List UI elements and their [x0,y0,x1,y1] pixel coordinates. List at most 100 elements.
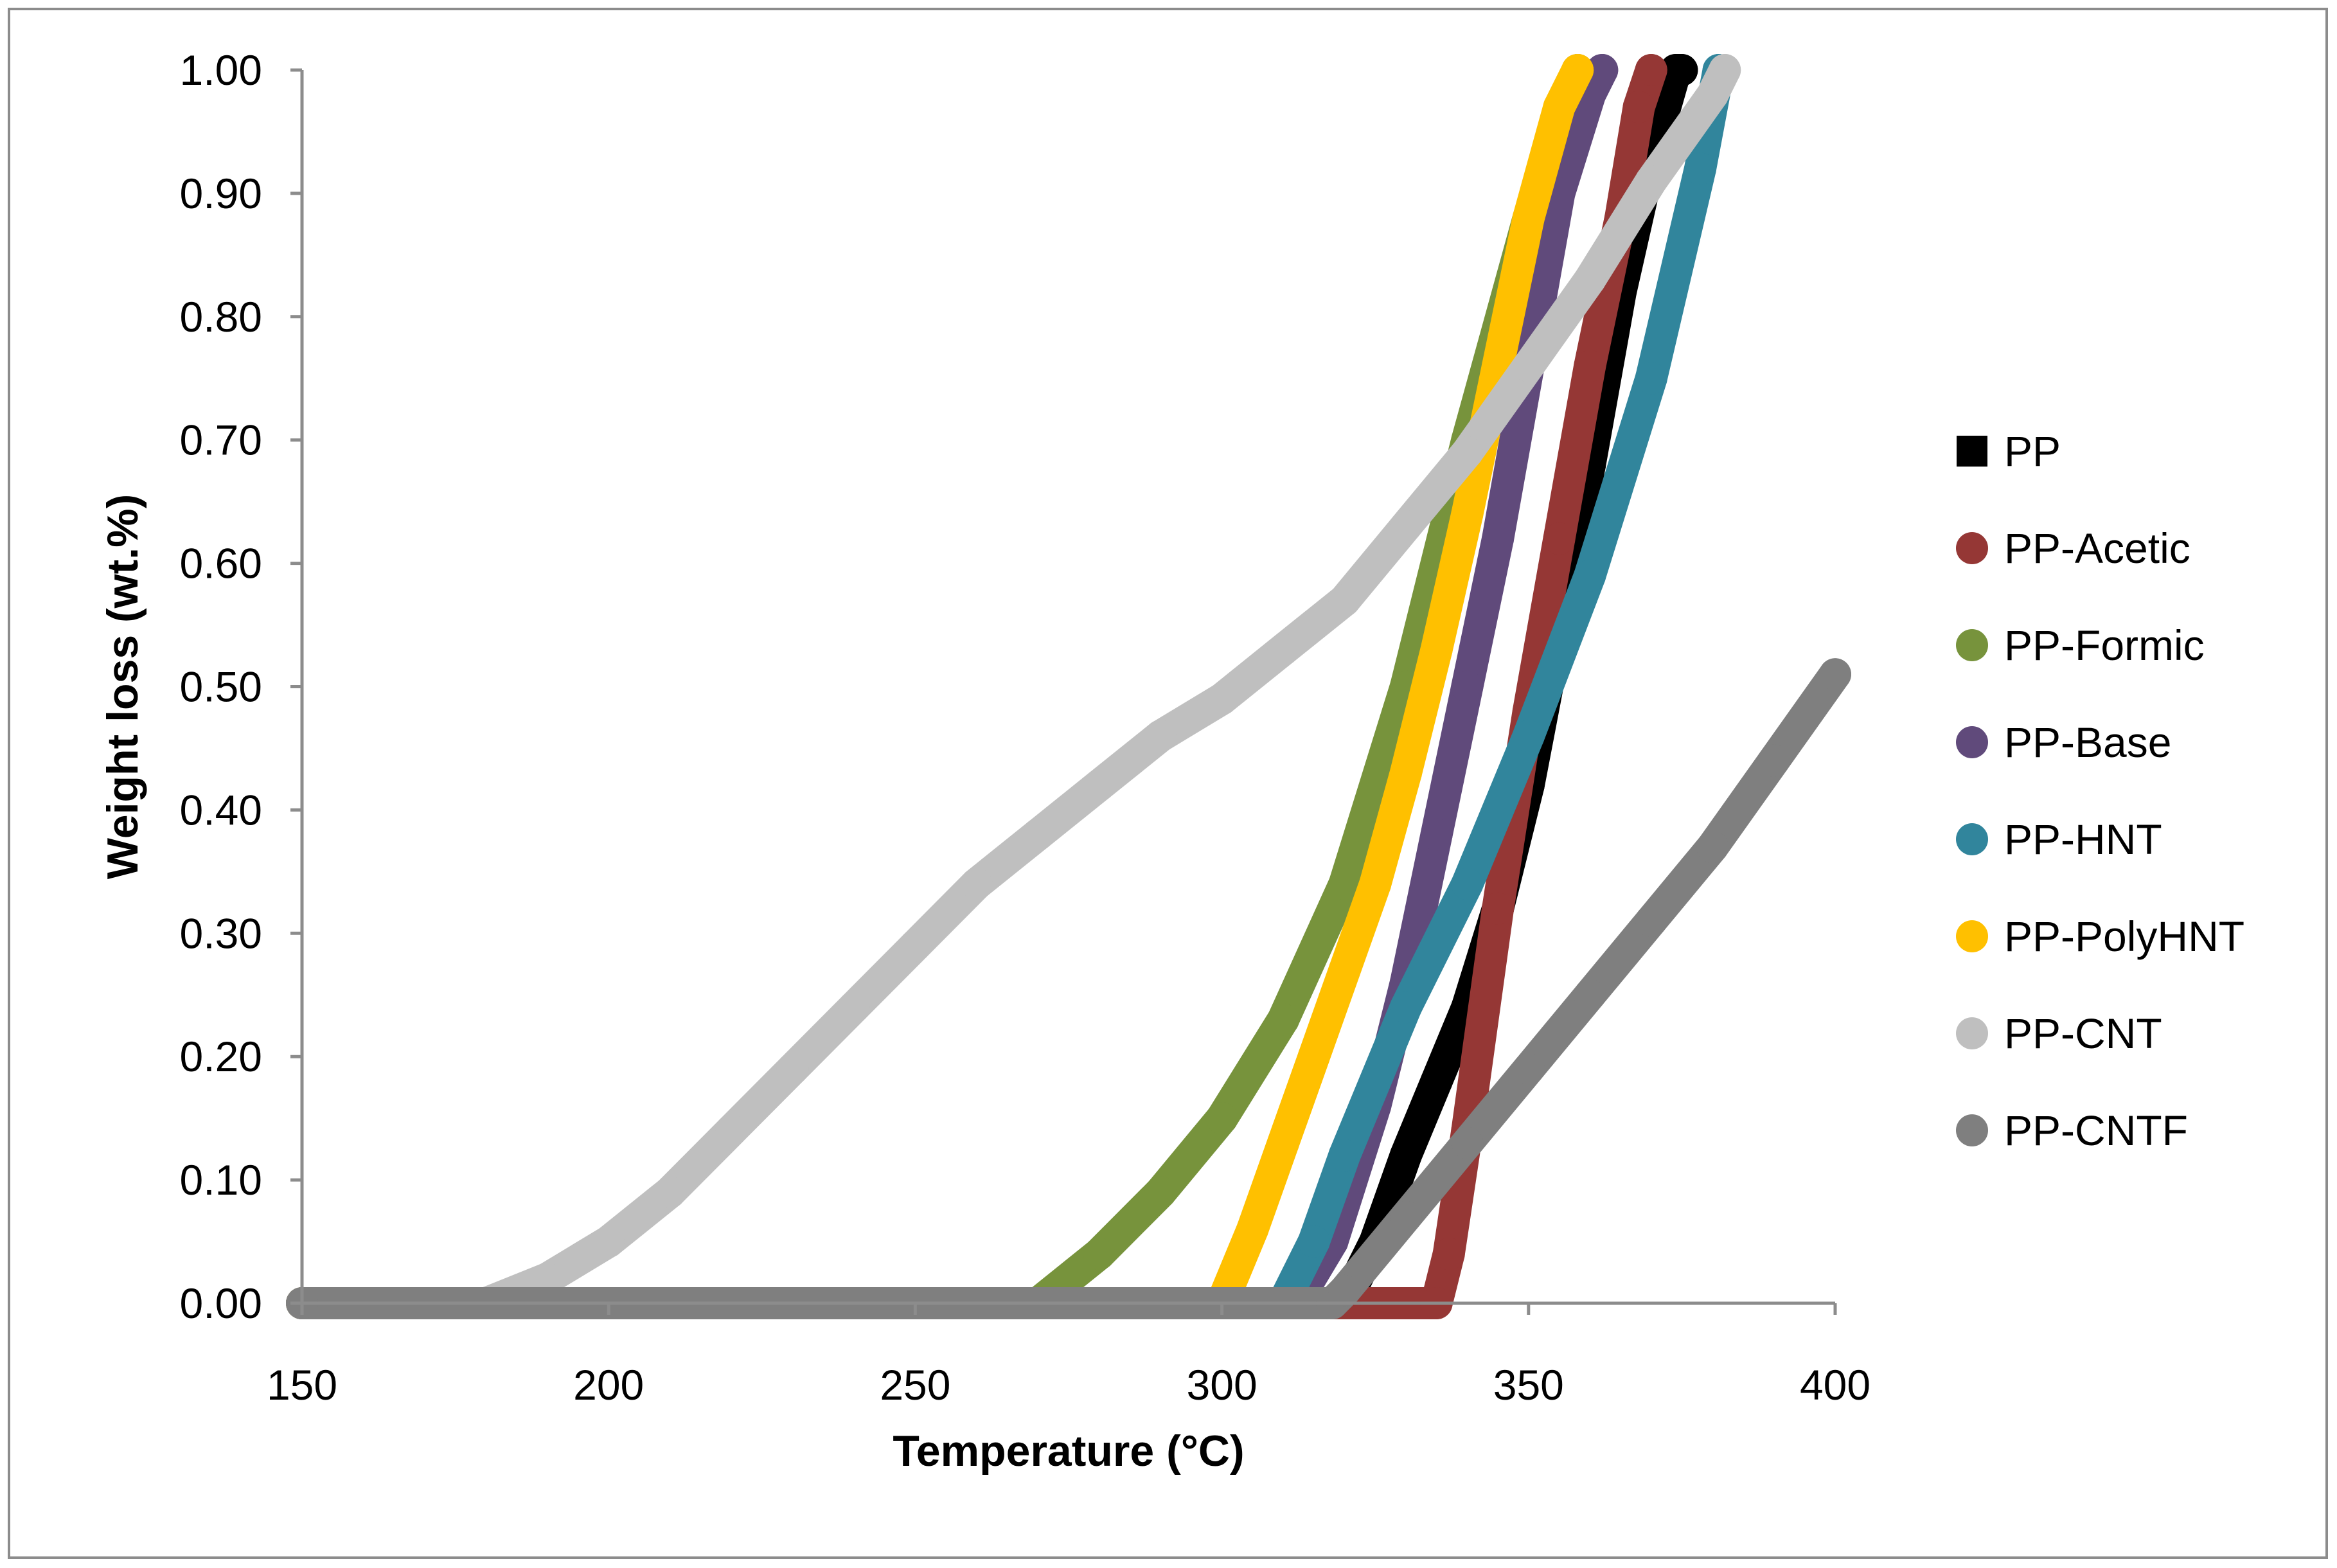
data-point [1561,54,1594,86]
data-point [1451,497,1484,530]
series-line [286,658,1851,1319]
data-point [1512,720,1545,753]
data-point [1451,670,1484,703]
data-point [1451,436,1484,468]
line-chart: 0.00 0.10 0.20 0.30 0.40 0.50 0.60 0.70 0.80 0.90… [98,46,2244,1475]
data-point [531,1262,564,1295]
data-point [1622,91,1655,123]
data-point [837,991,870,1024]
x-tick-label: 300 [1187,1361,1257,1409]
data-point [653,1176,686,1209]
data-point [592,1225,625,1258]
legend-item: PP-Formic [1956,621,2205,669]
data-point [1586,54,1619,86]
y-tick-label: 0.70 [180,416,262,464]
data-point [1359,868,1392,900]
y-tick-label: 0.80 [180,293,262,341]
chart-frame: 0.00 0.10 0.20 0.30 0.40 0.50 0.60 0.70 0.80 0.90… [8,8,2328,1559]
legend-item: PP-CNTF [1956,1107,2188,1154]
data-point [1267,1127,1300,1159]
data-point [1512,1053,1545,1085]
legend-label: PP-Acetic [2004,524,2190,572]
legend-label: PP-HNT [2004,815,2162,863]
data-point [1144,1176,1177,1209]
data-point [1420,633,1453,666]
data-point [1267,1003,1300,1036]
data-point [1574,559,1606,592]
data-point [1757,744,1790,777]
data-point [1819,658,1851,691]
data-point [1432,1238,1465,1270]
legend-label: PP-CNTF [2004,1107,2188,1154]
data-point [1144,720,1177,753]
data-point [1328,868,1361,900]
data-point [1297,1040,1330,1073]
legend-marker [1957,436,1987,467]
x-axis-title: Temperature (°C) [893,1427,1244,1475]
data-point [1389,1200,1422,1233]
legend-label: PP-CNT [2004,1010,2162,1057]
axes-layer: 0.00 0.10 0.20 0.30 0.40 0.50 0.60 0.70 0.80 0.90… [180,46,1871,1409]
x-tick-label: 150 [267,1361,337,1409]
legend-item: PP [1957,427,2061,475]
legend-marker [1956,629,1988,661]
legend-item: PP-CNT [1956,1010,2162,1057]
y-axis-title: Weight loss (wt.%) [98,494,147,879]
legend-item: PP-PolyHNT [1956,913,2244,960]
data-point [1635,362,1667,395]
y-tick-label: 0.50 [180,663,262,711]
legend-label: PP [2004,427,2061,475]
legend-marker [1956,726,1988,758]
data-point [1543,91,1576,123]
data-point [1389,756,1422,789]
series-pp-cnt [286,54,1741,1319]
data-point [899,929,932,962]
data-point [1635,905,1667,938]
data-point [1328,1139,1361,1172]
data-point [1451,868,1484,900]
legend-marker [1956,1017,1988,1049]
legend-marker [1956,823,1988,855]
data-point [1236,1213,1269,1245]
data-point [1574,263,1606,296]
data-point [1709,54,1741,86]
data-point [1205,682,1238,715]
data-point [1022,818,1054,851]
series-layer [286,54,1851,1319]
data-point [1267,633,1300,666]
data-point [1420,818,1453,851]
y-tick-label: 0.40 [180,786,262,833]
data-point [1389,510,1422,543]
data-point [1512,350,1545,382]
data-point [1574,979,1606,1011]
legend-marker [1956,532,1988,564]
data-point [1635,54,1667,86]
x-tick-label: 350 [1493,1361,1564,1409]
data-point [1451,1127,1484,1159]
data-point [1666,54,1698,86]
legend: PP PP-Acetic PP-Formic PP-Base PP-HNT PP-Poly… [1956,427,2244,1154]
y-tick-label: 0.30 [180,909,262,957]
data-point [1543,522,1576,555]
y-tick-label: 0.10 [180,1156,262,1204]
data-point [1389,1139,1422,1172]
x-tick-label: 400 [1800,1361,1870,1409]
legend-item: PP-Acetic [1956,524,2190,572]
data-point [1328,954,1361,986]
data-point [1696,830,1729,863]
legend-marker [1956,1114,1988,1146]
series-line [286,54,1667,1319]
data-point [1574,350,1606,382]
x-tick-label: 250 [880,1361,950,1409]
data-point [1328,1274,1361,1307]
data-point [1482,522,1515,555]
data-point [1205,1102,1238,1135]
legend-label: PP-Formic [2004,621,2205,669]
legend-label: PP-Base [2004,718,2171,766]
legend-label: PP-PolyHNT [2004,913,2244,960]
y-tick-label: 0.90 [180,170,262,217]
legend-item: PP-HNT [1956,815,2162,863]
series-pp-cntf [286,658,1851,1319]
y-tick-label: 1.00 [180,46,262,94]
data-point [1083,1238,1115,1270]
